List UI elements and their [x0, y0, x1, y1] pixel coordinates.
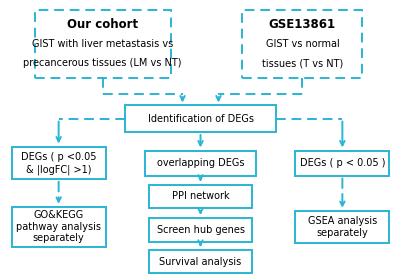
Text: GIST with liver metastasis vs: GIST with liver metastasis vs: [32, 39, 173, 49]
Text: tissues (T vs NT): tissues (T vs NT): [262, 58, 343, 68]
FancyBboxPatch shape: [148, 250, 253, 273]
FancyBboxPatch shape: [12, 207, 105, 247]
Text: DEGs ( p <0.05: DEGs ( p <0.05: [21, 152, 96, 162]
Text: overlapping DEGs: overlapping DEGs: [157, 158, 244, 168]
Text: GO&KEGG: GO&KEGG: [34, 210, 84, 220]
Text: pathway analysis: pathway analysis: [16, 222, 101, 232]
Text: Screen hub genes: Screen hub genes: [156, 225, 245, 235]
Text: Survival analysis: Survival analysis: [159, 257, 242, 267]
Text: PPI network: PPI network: [172, 191, 229, 201]
FancyBboxPatch shape: [243, 10, 363, 78]
Text: Identification of DEGs: Identification of DEGs: [148, 114, 253, 124]
FancyBboxPatch shape: [148, 218, 253, 242]
Text: & |logFC| >1): & |logFC| >1): [26, 164, 91, 175]
Text: GSE13861: GSE13861: [269, 18, 336, 31]
FancyBboxPatch shape: [296, 151, 389, 175]
FancyBboxPatch shape: [296, 211, 389, 243]
Text: separately: separately: [316, 228, 368, 238]
Text: Our cohort: Our cohort: [67, 18, 138, 31]
FancyBboxPatch shape: [148, 185, 253, 208]
Text: GSEA analysis: GSEA analysis: [308, 216, 377, 225]
Text: GIST vs normal: GIST vs normal: [265, 39, 339, 49]
FancyBboxPatch shape: [12, 147, 105, 179]
FancyBboxPatch shape: [125, 105, 276, 132]
Text: precancerous tissues (LM vs NT): precancerous tissues (LM vs NT): [23, 58, 182, 68]
FancyBboxPatch shape: [144, 151, 257, 175]
FancyBboxPatch shape: [34, 10, 170, 78]
Text: DEGs ( p < 0.05 ): DEGs ( p < 0.05 ): [300, 158, 385, 168]
Text: separately: separately: [33, 234, 85, 244]
